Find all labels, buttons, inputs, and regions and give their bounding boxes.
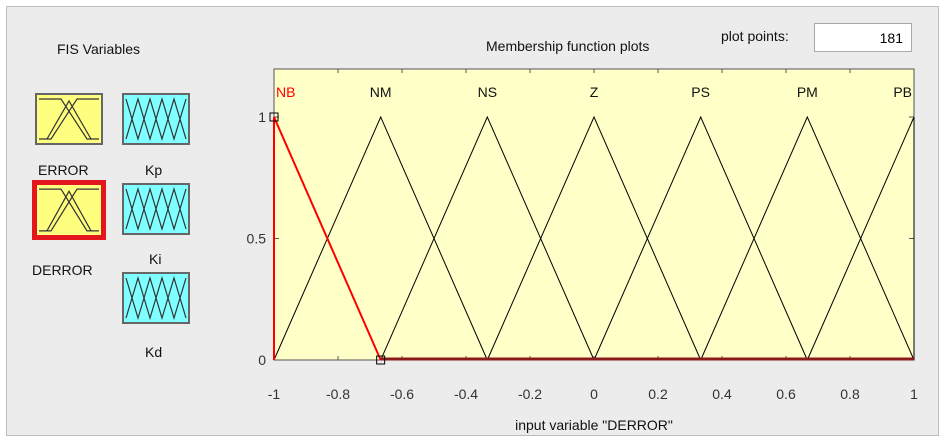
y-tick-label: 0.5 xyxy=(247,231,267,247)
mf-vertex-handle[interactable] xyxy=(269,112,279,122)
x-tick-label: 0.6 xyxy=(776,386,796,402)
mf-label-ps[interactable]: PS xyxy=(691,84,710,100)
mf-curve-pb[interactable] xyxy=(806,116,915,361)
x-tick-label: 0 xyxy=(590,386,598,402)
mf-curve-ns[interactable] xyxy=(380,115,595,361)
output-variable-kp-label: Kp xyxy=(145,162,163,178)
x-tick-label: 0.4 xyxy=(712,386,732,402)
membership-plots-title: Membership function plots xyxy=(486,38,650,54)
output-variable-ki-label: Ki xyxy=(149,251,162,267)
x-tick-label: -1 xyxy=(268,386,281,402)
mf-label-nm[interactable]: NM xyxy=(370,84,392,100)
x-tick-label: 0.2 xyxy=(648,386,668,402)
x-tick-label: -0.8 xyxy=(326,386,350,402)
y-tick-label: 0 xyxy=(258,352,266,368)
output-variable-kd-icon[interactable] xyxy=(122,272,190,324)
mf-label-z[interactable]: Z xyxy=(590,84,599,100)
plot-points-label: plot points: xyxy=(721,28,789,44)
mf-label-ns[interactable]: NS xyxy=(478,84,497,100)
output-variable-ki-icon[interactable] xyxy=(122,183,190,235)
mf-curve-nm[interactable] xyxy=(273,115,488,361)
fis-variables-title: FIS Variables xyxy=(57,41,140,57)
x-tick-label: 1 xyxy=(910,386,918,402)
mf-curve-nb[interactable] xyxy=(273,116,382,361)
plot-area[interactable] xyxy=(273,68,915,361)
mf-curve-ps[interactable] xyxy=(593,115,808,361)
x-tick-label: -0.6 xyxy=(390,386,414,402)
mf-vertex-handle[interactable] xyxy=(376,355,386,365)
input-variable-error-icon[interactable] xyxy=(35,93,103,145)
mf-label-pm[interactable]: PM xyxy=(797,84,818,100)
mf-curve-pm[interactable] xyxy=(700,115,915,361)
input-variable-derror-icon[interactable] xyxy=(32,180,106,240)
x-axis-label: input variable "DERROR" xyxy=(515,417,673,433)
x-tick-label: 0.8 xyxy=(840,386,860,402)
output-variable-kd-label: Kd xyxy=(145,344,163,360)
mf-curve-z[interactable] xyxy=(486,115,702,361)
mf-label-pb[interactable]: PB xyxy=(893,84,912,100)
input-variable-derror-label: DERROR xyxy=(32,262,93,278)
x-tick-label: -0.2 xyxy=(518,386,542,402)
mf-label-nb[interactable]: NB xyxy=(276,84,295,100)
plot-points-input[interactable] xyxy=(814,23,912,52)
input-variable-error-label: ERROR xyxy=(38,162,89,178)
x-tick-label: -0.4 xyxy=(454,386,478,402)
y-tick-label: 1 xyxy=(258,109,266,125)
output-variable-kp-icon[interactable] xyxy=(122,93,190,145)
